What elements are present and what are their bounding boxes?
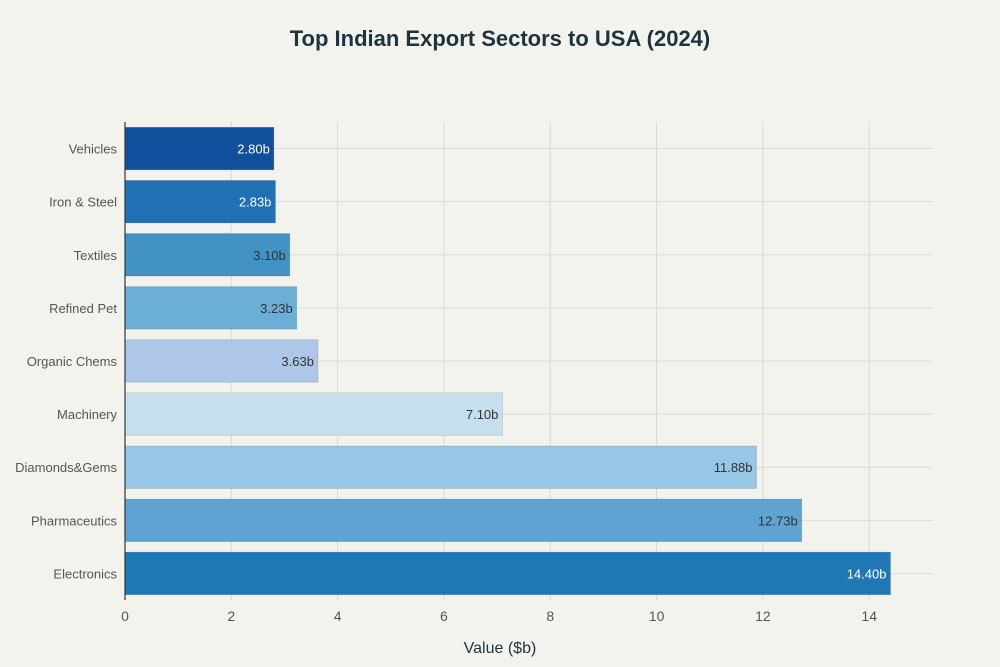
data-label: 14.40b xyxy=(847,566,887,581)
data-label: 2.80b xyxy=(237,142,270,157)
x-axis-label: Value ($b) xyxy=(463,640,537,657)
bar xyxy=(124,233,291,277)
x-tick-label: 12 xyxy=(755,608,771,624)
bar xyxy=(124,551,891,596)
x-tick-label: 8 xyxy=(546,608,554,624)
y-tick-label: Organic Chems xyxy=(27,354,118,369)
y-tick-label: Diamonds&Gems xyxy=(15,460,117,475)
chart-title: Top Indian Export Sectors to USA (2024) xyxy=(289,26,711,51)
x-tick-label: 6 xyxy=(440,608,448,624)
bar xyxy=(124,445,757,489)
y-tick-label: Iron & Steel xyxy=(49,195,117,210)
data-label: 3.10b xyxy=(253,248,286,263)
data-label: 11.88b xyxy=(714,460,753,475)
axes: 0 2 4 6 8 10 12 14 Vehicles Iron & Steel Textiles R… xyxy=(15,122,877,624)
data-label: 3.23b xyxy=(260,301,293,316)
y-tick-label: Machinery xyxy=(57,407,117,422)
x-tick-label: 4 xyxy=(334,608,342,624)
bar xyxy=(124,339,319,383)
x-tick-label: 10 xyxy=(649,608,665,624)
bar xyxy=(124,498,803,542)
x-tick-label: 0 xyxy=(121,608,129,624)
y-tick-label: Refined Pet xyxy=(49,301,117,316)
y-tick-label: Vehicles xyxy=(69,142,118,157)
data-label: 2.83b xyxy=(239,195,272,210)
y-tick-label: Electronics xyxy=(53,566,117,581)
bar xyxy=(124,392,503,436)
bar xyxy=(124,180,276,224)
data-label: 3.63b xyxy=(281,354,314,369)
data-label: 12.73b xyxy=(758,513,798,528)
y-tick-label: Textiles xyxy=(74,248,118,263)
x-tick-label: 14 xyxy=(861,608,877,624)
x-tick-label: 2 xyxy=(227,608,235,624)
bar xyxy=(124,286,298,330)
y-tick-label: Pharmaceutics xyxy=(31,513,117,528)
bars: 2.80b 2.83b 3.10b 3.23b 3.63b 7.10b 11.88b 12.7… xyxy=(124,126,891,596)
data-label: 7.10b xyxy=(466,407,499,422)
